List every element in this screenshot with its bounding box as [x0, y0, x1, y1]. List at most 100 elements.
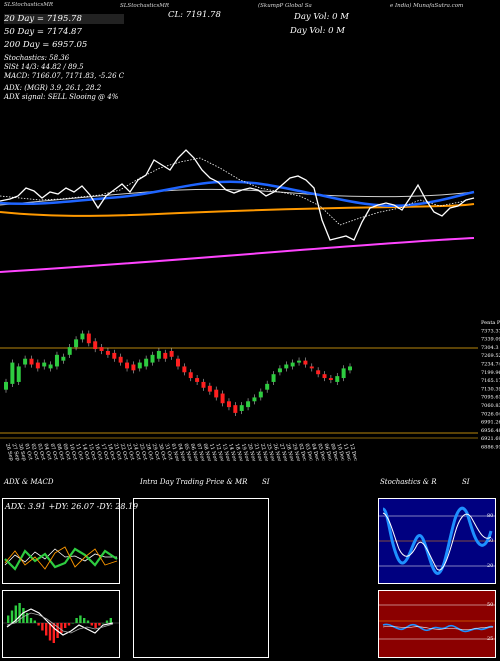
candle-body — [67, 347, 72, 355]
date-tick-label: 30 Oct — [157, 443, 167, 461]
ma50-line — [0, 180, 475, 208]
price-tick-label: 7234.74 — [481, 362, 500, 368]
date-tick-label: 11 Dec — [342, 443, 352, 462]
stoch-tick-20: 20 — [487, 563, 493, 569]
macd-bar — [102, 623, 105, 624]
macd-bar — [7, 615, 10, 623]
candle-body — [10, 362, 15, 384]
candle-body — [48, 364, 53, 369]
header-left: SLStochasticsMR — [4, 2, 54, 8]
macd-bar — [83, 618, 86, 623]
macd-histogram — [3, 603, 119, 643]
date-tick-label: 04 Dec — [310, 443, 320, 462]
candle-body — [61, 356, 66, 361]
ma-long-line — [0, 237, 475, 273]
date-tick-label: 09 Dec — [329, 443, 339, 462]
candle-body — [341, 368, 346, 379]
date-tick-label: 25 Oct — [138, 443, 148, 461]
date-tick-label: 06 Dec — [323, 443, 333, 462]
date-tick-label: 29 Oct — [151, 443, 161, 461]
candle-body — [220, 393, 225, 404]
candle-body — [233, 405, 238, 413]
adx-values: ADX: 3.91 +DY: 26.07 -DY: 28.19 — [5, 502, 139, 511]
date-tick-label: 21 Oct — [112, 443, 122, 461]
date-tick-label: 04 Nov — [176, 443, 187, 462]
date-tick-label: 07 Oct — [49, 443, 59, 461]
candle-body — [80, 333, 85, 340]
candles-group — [4, 330, 352, 416]
candle-body — [144, 358, 149, 367]
date-tick-label: 05 Dec — [316, 443, 326, 462]
header-fragment: SLStochasticsMR — [4, 2, 53, 8]
date-tick-label: 23 Oct — [125, 443, 135, 461]
date-tick-label: 31 Oct — [163, 443, 173, 461]
macd-bar — [75, 618, 78, 623]
intraday-panel — [133, 498, 269, 658]
candle-body — [23, 358, 28, 365]
ma20-line — [0, 149, 475, 241]
price-tick-label: 7304.3 — [481, 345, 499, 351]
day-volume: Day Vol: 0 M — [294, 12, 349, 22]
stochastics-readout: Stochastics: 58.36 — [4, 54, 70, 62]
macd-panel — [2, 590, 120, 658]
macd-bar — [98, 623, 101, 626]
adx-panel-title: ADX & MACD — [4, 478, 54, 486]
macd-signal-line — [6, 612, 114, 634]
date-tick-label: 12 Nov — [214, 443, 225, 462]
site-name: e India) MunafaSutra.com — [390, 3, 464, 9]
date-tick-label: 09 Oct — [61, 443, 71, 461]
candle-body — [309, 366, 314, 369]
candle-body — [348, 366, 352, 371]
candle-body — [105, 350, 110, 355]
macd-bar — [79, 615, 82, 623]
macd-line — [6, 608, 114, 636]
macd-bar — [109, 618, 112, 623]
date-tick-label: 18 Nov — [233, 443, 244, 462]
candle-body — [99, 347, 104, 351]
candle-body — [201, 381, 206, 388]
candle-body — [226, 401, 231, 408]
price-tick-label: 7060.83 — [481, 403, 500, 409]
macd-bar — [48, 623, 52, 641]
rsi-line — [382, 623, 494, 633]
candle-body — [284, 364, 289, 369]
price-tick-label: Penta Ple — [481, 320, 500, 326]
candle-body — [277, 368, 282, 373]
date-tick-label: 04 Oct — [42, 443, 52, 461]
candle-body — [16, 366, 21, 382]
date-tick-label: 10 Oct — [68, 443, 78, 461]
price-tick-label: 6956.48 — [481, 428, 500, 434]
stochastics-lines: 80 50 20 — [379, 506, 495, 575]
price-tick-label: 6991.26 — [481, 420, 500, 426]
macd-bar — [86, 620, 90, 623]
candle-body — [150, 354, 155, 363]
macd-bar — [60, 623, 63, 633]
macd-bar — [105, 620, 109, 623]
macd-bar — [18, 603, 21, 623]
date-tick-label: 25 Nov — [265, 443, 276, 462]
adx-lines — [4, 546, 118, 571]
date-tick-label: 01 Nov — [170, 443, 181, 462]
date-tick-label: 14 Nov — [227, 443, 238, 462]
date-tick-label: 28 Oct — [144, 443, 154, 461]
date-tick-label: 19 Nov — [240, 443, 251, 462]
date-tick-label: 07 Nov — [195, 443, 206, 462]
macd-bar — [94, 623, 97, 628]
ma50-readout: 50 Day = 7174.87 — [4, 27, 82, 37]
date-tick-label: 01 Oct — [23, 443, 33, 461]
candle-body — [258, 391, 263, 398]
header-fragment-2: SLStochasticsMR — [120, 3, 170, 9]
date-tick-label: 15 Oct — [87, 443, 97, 461]
adx-signal-readout: ADX signal: SELL Slooing @ 4% — [4, 93, 119, 101]
candle-body — [74, 339, 79, 348]
date-tick-label: 03 Oct — [36, 443, 46, 461]
candle-body — [246, 401, 251, 408]
stoch-tick-50: 50 — [487, 538, 493, 544]
rsi-lines: 50 25 — [379, 602, 495, 642]
macd-bar — [33, 620, 36, 623]
candle-body — [86, 333, 91, 344]
macd-bar — [41, 623, 44, 631]
price-tick-label: 7026.04 — [481, 411, 500, 417]
date-tick-label: 26 Nov — [272, 443, 283, 462]
